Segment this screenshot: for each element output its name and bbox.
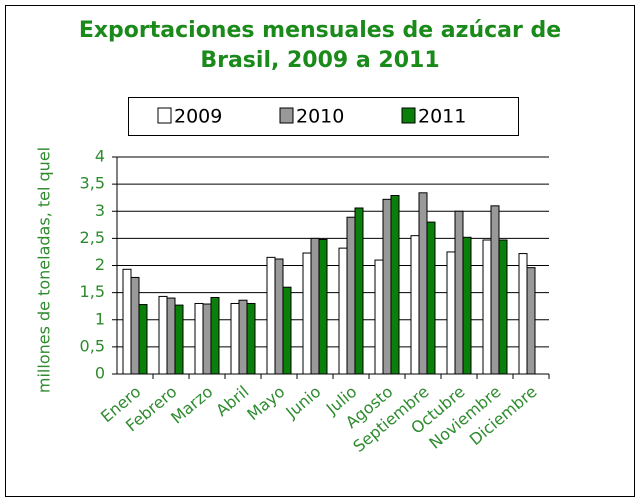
bar <box>174 304 184 375</box>
bar <box>490 205 500 375</box>
y-tick-label: 2 <box>95 255 105 274</box>
legend-swatch <box>401 107 416 124</box>
bar <box>274 258 284 375</box>
bar <box>266 256 276 375</box>
bar <box>518 253 528 375</box>
y-tick-label: 1 <box>95 309 105 328</box>
y-tick-label: 2,5 <box>80 228 105 247</box>
bar <box>282 286 292 375</box>
bar <box>462 236 472 375</box>
y-tick-label: 3,5 <box>80 174 105 193</box>
bar <box>302 252 312 375</box>
y-axis-label: millones de toneladas, tel quel <box>35 147 54 393</box>
legend-swatch <box>157 107 172 124</box>
bar <box>122 268 132 375</box>
bar <box>194 302 204 375</box>
legend-label: 2009 <box>174 106 222 128</box>
y-tick-label: 0 <box>95 364 105 383</box>
bar <box>158 295 168 375</box>
bar <box>346 216 356 375</box>
y-tick-label: 1,5 <box>80 282 105 301</box>
bar <box>310 237 320 375</box>
bar <box>210 297 220 375</box>
bar <box>166 297 176 375</box>
bar <box>202 303 212 375</box>
bar <box>426 221 436 375</box>
bar <box>318 238 328 375</box>
legend-label: 2011 <box>418 106 466 128</box>
bar <box>138 304 148 375</box>
bar <box>390 195 400 375</box>
bar <box>446 251 456 375</box>
chart-title: Exportaciones mensuales de azúcar de Bra… <box>78 18 562 73</box>
legend-swatch <box>279 107 294 124</box>
bar <box>498 239 508 375</box>
legend-label: 2010 <box>296 106 344 128</box>
bar <box>246 302 256 375</box>
bar <box>230 302 240 375</box>
bar <box>454 210 464 375</box>
bar <box>130 276 140 375</box>
bar <box>482 239 492 375</box>
bar <box>418 192 428 375</box>
bar <box>526 267 536 375</box>
legend-box <box>128 97 519 136</box>
bar <box>382 198 392 375</box>
bar <box>354 207 364 375</box>
y-tick-label: 0,5 <box>80 336 105 355</box>
bar <box>238 299 248 375</box>
y-tick-label: 3 <box>95 201 105 220</box>
y-tick-label: 4 <box>95 147 105 166</box>
bar <box>410 235 420 375</box>
bar <box>338 247 348 375</box>
bar <box>374 259 384 375</box>
